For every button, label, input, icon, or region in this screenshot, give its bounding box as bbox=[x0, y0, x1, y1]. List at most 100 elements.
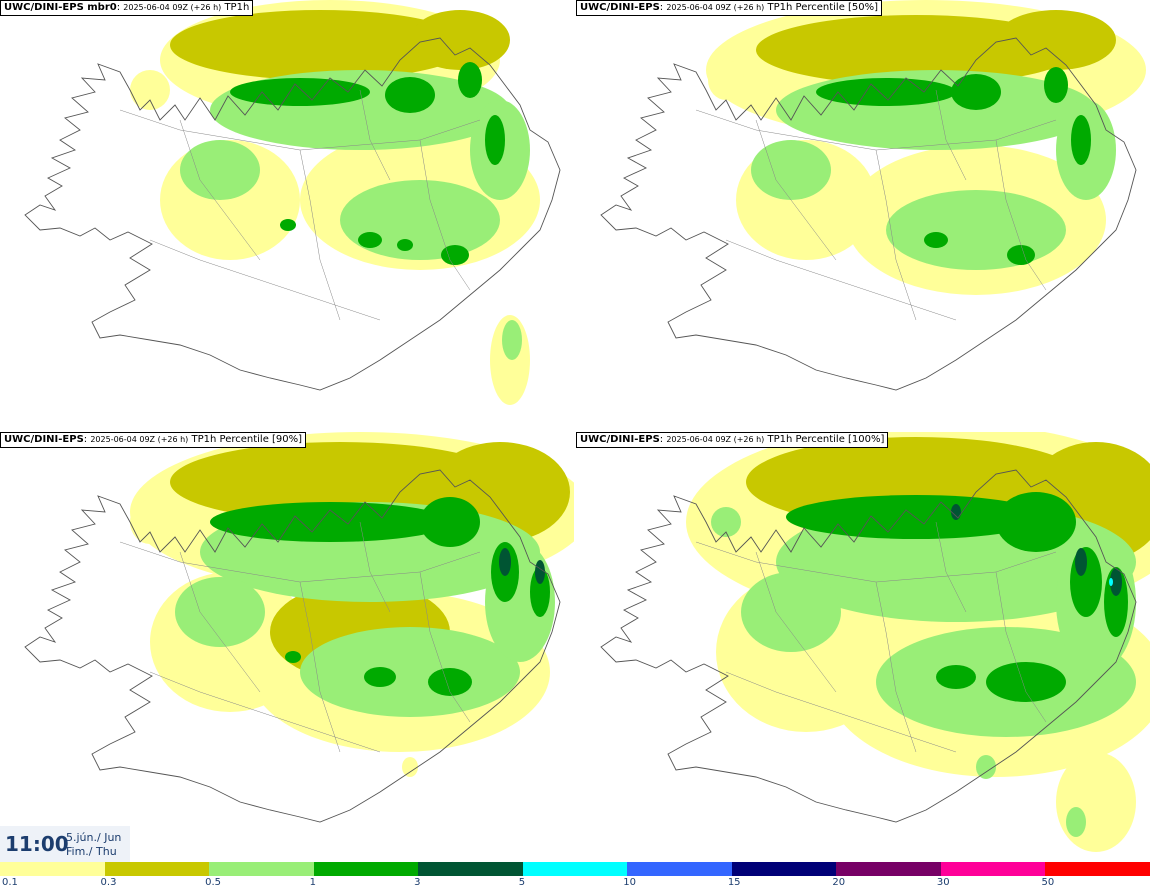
precip-area bbox=[1110, 568, 1122, 596]
panel-title: UWC/DINI-EPS: 2025-06-04 09Z (+26 h) TP1… bbox=[576, 432, 889, 448]
precip-area bbox=[420, 497, 480, 547]
road-line bbox=[419, 139, 471, 291]
legend-swatch bbox=[836, 862, 942, 876]
precip-area bbox=[499, 548, 511, 576]
run-time: 2025-06-04 09Z (+26 h) bbox=[123, 3, 222, 12]
road-line bbox=[179, 119, 261, 261]
legend-swatch bbox=[940, 862, 1047, 876]
valid-time: 11:00 bbox=[5, 832, 69, 856]
precip-area bbox=[711, 507, 741, 537]
road-line bbox=[419, 571, 471, 723]
valid-weekday: Fim./ Thu bbox=[66, 845, 117, 858]
precip-area bbox=[397, 239, 413, 251]
precip-area bbox=[300, 627, 520, 717]
precip-area bbox=[1056, 752, 1136, 852]
precip-area bbox=[1075, 548, 1087, 576]
precip-area bbox=[996, 492, 1076, 552]
precip-area bbox=[535, 560, 545, 584]
legend-tick-label: 10 bbox=[623, 877, 636, 888]
precip-layer bbox=[130, 0, 540, 405]
road-line bbox=[359, 89, 391, 181]
road-line bbox=[755, 119, 837, 261]
legend-swatch bbox=[313, 862, 420, 876]
panel-title: UWC/DINI-EPS mbr0: 2025-06-04 09Z (+26 h… bbox=[0, 0, 254, 16]
precip-area bbox=[951, 504, 961, 520]
precip-area bbox=[986, 662, 1066, 702]
legend-tick-label: 0.5 bbox=[205, 877, 221, 888]
precip-map bbox=[600, 432, 1150, 852]
coastline bbox=[600, 37, 1137, 391]
precip-area bbox=[1071, 115, 1091, 165]
run-time: 2025-06-04 09Z (+26 h) bbox=[90, 435, 189, 444]
road-line bbox=[755, 551, 837, 693]
precip-area bbox=[385, 77, 435, 113]
precip-area bbox=[170, 442, 510, 522]
precip-area bbox=[976, 755, 996, 779]
model-name: UWC/DINI-EPS bbox=[580, 2, 660, 13]
precip-area bbox=[502, 320, 522, 360]
legend-tick-label: 0.3 bbox=[100, 877, 117, 888]
map-panel-p50: UWC/DINI-EPS: 2025-06-04 09Z (+26 h) TP1… bbox=[576, 0, 1150, 430]
legend-swatch bbox=[0, 862, 106, 876]
legend-tick-label: 3 bbox=[414, 877, 421, 888]
precip-area bbox=[1044, 67, 1068, 103]
road-line bbox=[299, 581, 341, 753]
precip-area bbox=[924, 232, 948, 248]
precip-area bbox=[1007, 245, 1035, 265]
legend-swatch bbox=[209, 862, 315, 876]
field-name: TP1h bbox=[224, 2, 250, 13]
precip-area bbox=[1066, 807, 1086, 837]
road-line bbox=[359, 521, 391, 613]
precip-area bbox=[936, 665, 976, 689]
road-line bbox=[995, 571, 1047, 723]
road-line bbox=[149, 671, 381, 753]
panel-title: UWC/DINI-EPS: 2025-06-04 09Z (+26 h) TP1… bbox=[0, 432, 307, 448]
model-name: UWC/DINI-EPS bbox=[580, 434, 660, 445]
model-name: UWC/DINI-EPS mbr0 bbox=[4, 2, 117, 13]
precip-area bbox=[1109, 578, 1113, 586]
legend-swatch bbox=[627, 862, 733, 876]
precip-area bbox=[230, 78, 370, 106]
legend-tick-label: 5 bbox=[518, 877, 526, 888]
precip-area bbox=[458, 62, 482, 98]
precip-area bbox=[741, 572, 841, 652]
precip-area bbox=[441, 245, 469, 265]
precip-area bbox=[130, 500, 170, 544]
legend-tick-label: 20 bbox=[832, 877, 846, 888]
road-line bbox=[149, 239, 381, 321]
legend-swatch bbox=[104, 862, 211, 876]
precip-area bbox=[428, 668, 472, 696]
precip-area bbox=[756, 15, 1076, 85]
precip-area bbox=[285, 651, 301, 663]
field-name: TP1h Percentile [90%] bbox=[191, 434, 303, 445]
color-legend: 0.1 0.3 0.5 1 3 5 10 15 20 30 50 bbox=[0, 862, 1150, 891]
precip-area bbox=[364, 667, 396, 687]
map-panel-p100: UWC/DINI-EPS: 2025-06-04 09Z (+26 h) TP1… bbox=[576, 432, 1150, 862]
precip-area bbox=[996, 10, 1116, 70]
coastline bbox=[24, 37, 561, 391]
precip-area bbox=[210, 502, 450, 542]
road-line bbox=[995, 139, 1047, 291]
precip-area bbox=[751, 140, 831, 200]
precip-layer bbox=[686, 432, 1150, 852]
precip-area bbox=[786, 495, 1046, 539]
precip-map bbox=[24, 432, 574, 823]
legend-tick-label: 0.1 bbox=[2, 877, 18, 888]
field-name: TP1h Percentile [50%] bbox=[767, 2, 879, 13]
legend-swatch bbox=[1045, 862, 1150, 876]
precip-area bbox=[180, 140, 260, 200]
coastline bbox=[24, 469, 561, 823]
precip-area bbox=[358, 232, 382, 248]
precip-area bbox=[410, 10, 510, 70]
legend-tick-label: 30 bbox=[936, 877, 950, 888]
precip-area bbox=[170, 10, 470, 80]
precip-area bbox=[951, 74, 1001, 110]
coastline bbox=[600, 469, 1137, 823]
model-name: UWC/DINI-EPS bbox=[4, 434, 84, 445]
legend-swatch bbox=[418, 862, 524, 876]
run-time: 2025-06-04 09Z (+26 h) bbox=[666, 3, 765, 12]
map-panel-p90: UWC/DINI-EPS: 2025-06-04 09Z (+26 h) TP1… bbox=[0, 432, 574, 862]
road-line bbox=[725, 671, 957, 753]
precip-map bbox=[600, 0, 1146, 391]
precip-layer bbox=[706, 0, 1146, 295]
